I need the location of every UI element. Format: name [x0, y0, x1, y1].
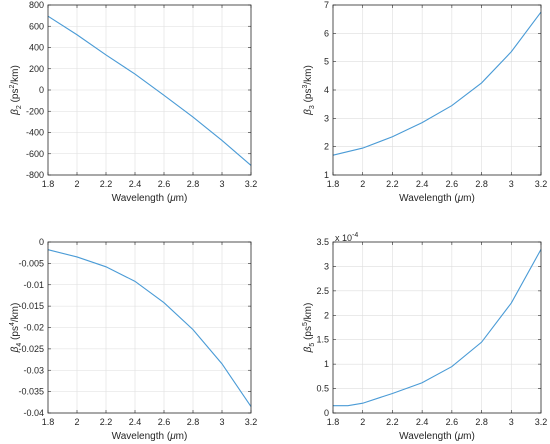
x-tick-label: 2 — [360, 179, 365, 189]
x-axis-label: Wavelength (μm) — [112, 431, 188, 442]
y-tick-label: 7 — [324, 0, 329, 10]
y-tick-label: -400 — [26, 128, 44, 138]
y-tick-label: 200 — [29, 64, 44, 74]
x-tick-label: 3.2 — [245, 179, 258, 189]
y-tick-label: -0.025 — [18, 344, 44, 354]
y-tick-label: 2.5 — [316, 286, 329, 296]
y-tick-label: 0.5 — [316, 384, 329, 394]
x-tick-label: 3 — [509, 417, 514, 427]
x-tick-label: 3 — [219, 417, 224, 427]
y-axis-label: β2 (ps2/km) — [9, 65, 23, 116]
y-tick-label: 400 — [29, 43, 44, 53]
x-tick-label: 2.2 — [100, 179, 113, 189]
y-exponent-power: -4 — [352, 232, 358, 239]
y-tick-label: 3 — [324, 113, 329, 123]
x-tick-label: 2.2 — [386, 417, 399, 427]
series-line — [332, 11, 542, 156]
y-tick-label: 1.5 — [316, 335, 329, 345]
x-tick-label: 2.6 — [446, 179, 459, 189]
y-axis-label: β5 (ps5/km) — [302, 303, 316, 354]
x-tick-label: 1.8 — [42, 417, 55, 427]
x-tick-label: 2.4 — [129, 179, 142, 189]
y-tick-label: 0 — [39, 85, 44, 95]
x-tick-label: 3.2 — [245, 417, 258, 427]
y-tick-label: -200 — [26, 106, 44, 116]
x-tick-label: 3.2 — [535, 179, 548, 189]
y-axis-label: β4 (ps4/km) — [9, 303, 23, 354]
x-tick-label: 2.4 — [416, 417, 429, 427]
plot-area — [333, 242, 541, 413]
x-axis-label: Wavelength (μm) — [399, 431, 475, 442]
y-tick-label: 3.5 — [316, 237, 329, 247]
y-tick-label: 0 — [39, 237, 44, 247]
x-tick-label: 3.2 — [535, 417, 548, 427]
chart-panel-2: 1.8 2 2.2 2.4 2.6 2.8 3 3.2 1 2 3 4 5 6 7 Wavelength (μ… — [302, 0, 547, 204]
chart-panel-1: 1.8 2 2.2 2.4 2.6 2.8 3 3.2 -800 -600 -400 -200 0 200… — [9, 0, 257, 204]
x-tick-label: 2.8 — [475, 417, 488, 427]
x-tick-label: 2 — [74, 417, 79, 427]
x-tick-label: 2.2 — [100, 417, 113, 427]
x-tick-label: 1.8 — [327, 417, 340, 427]
y-tick-label: -600 — [26, 149, 44, 159]
y-tick-label: 3 — [324, 261, 329, 271]
y-tick-label: -0.03 — [23, 365, 44, 375]
x-tick-label: 2.8 — [187, 417, 200, 427]
y-tick-label: 0 — [324, 408, 329, 418]
x-tick-label: 1.8 — [327, 179, 340, 189]
chart-panel-3: 1.8 2 2.2 2.4 2.6 2.8 3 3.2 -0.04 -0.035 -0.03 -0.0… — [9, 237, 257, 442]
x-tick-label: 2.6 — [158, 179, 171, 189]
x-axis-label: Wavelength (μm) — [112, 193, 188, 204]
y-exponent-label: x 10-4 — [335, 232, 358, 243]
x-tick-label: 2.4 — [416, 179, 429, 189]
y-tick-label: -0.01 — [23, 280, 44, 290]
series-line — [47, 249, 252, 407]
x-tick-label: 2.6 — [446, 417, 459, 427]
x-tick-label: 2.8 — [475, 179, 488, 189]
y-tick-label: 6 — [324, 28, 329, 38]
x-tick-label: 2.8 — [187, 179, 200, 189]
chart-panel-4: 1.8 2 2.2 2.4 2.6 2.8 3 3.2 0 0.5 1 1.5 2 2.5 3 3.5 x 10… — [302, 232, 547, 442]
y-tick-label: 4 — [324, 85, 329, 95]
x-tick-label: 3 — [219, 179, 224, 189]
y-tick-label: -0.02 — [23, 323, 44, 333]
y-tick-label: 5 — [324, 57, 329, 67]
y-tick-label: 2 — [324, 310, 329, 320]
y-tick-label: -0.035 — [18, 387, 44, 397]
y-tick-label: 1 — [324, 359, 329, 369]
x-tick-label: 3 — [509, 179, 514, 189]
y-tick-label: -0.015 — [18, 301, 44, 311]
y-tick-label: 1 — [324, 170, 329, 180]
y-tick-label: 800 — [29, 0, 44, 10]
series-line — [47, 15, 252, 166]
x-tick-label: 2.6 — [158, 417, 171, 427]
y-tick-label: 2 — [324, 142, 329, 152]
y-tick-label: -0.04 — [23, 408, 44, 418]
x-axis-label: Wavelength (μm) — [399, 193, 475, 204]
x-tick-label: 2 — [74, 179, 79, 189]
y-axis-label: β3 (ps3/km) — [302, 65, 316, 116]
x-tick-label: 2 — [360, 417, 365, 427]
x-tick-label: 2.2 — [386, 179, 399, 189]
series-line — [333, 249, 542, 407]
y-tick-label: 600 — [29, 21, 44, 31]
y-tick-label: -800 — [26, 170, 44, 180]
axes-frame — [332, 241, 542, 414]
x-tick-label: 1.8 — [42, 179, 55, 189]
y-tick-label: -0.005 — [18, 258, 44, 268]
x-tick-label: 2.4 — [129, 417, 142, 427]
